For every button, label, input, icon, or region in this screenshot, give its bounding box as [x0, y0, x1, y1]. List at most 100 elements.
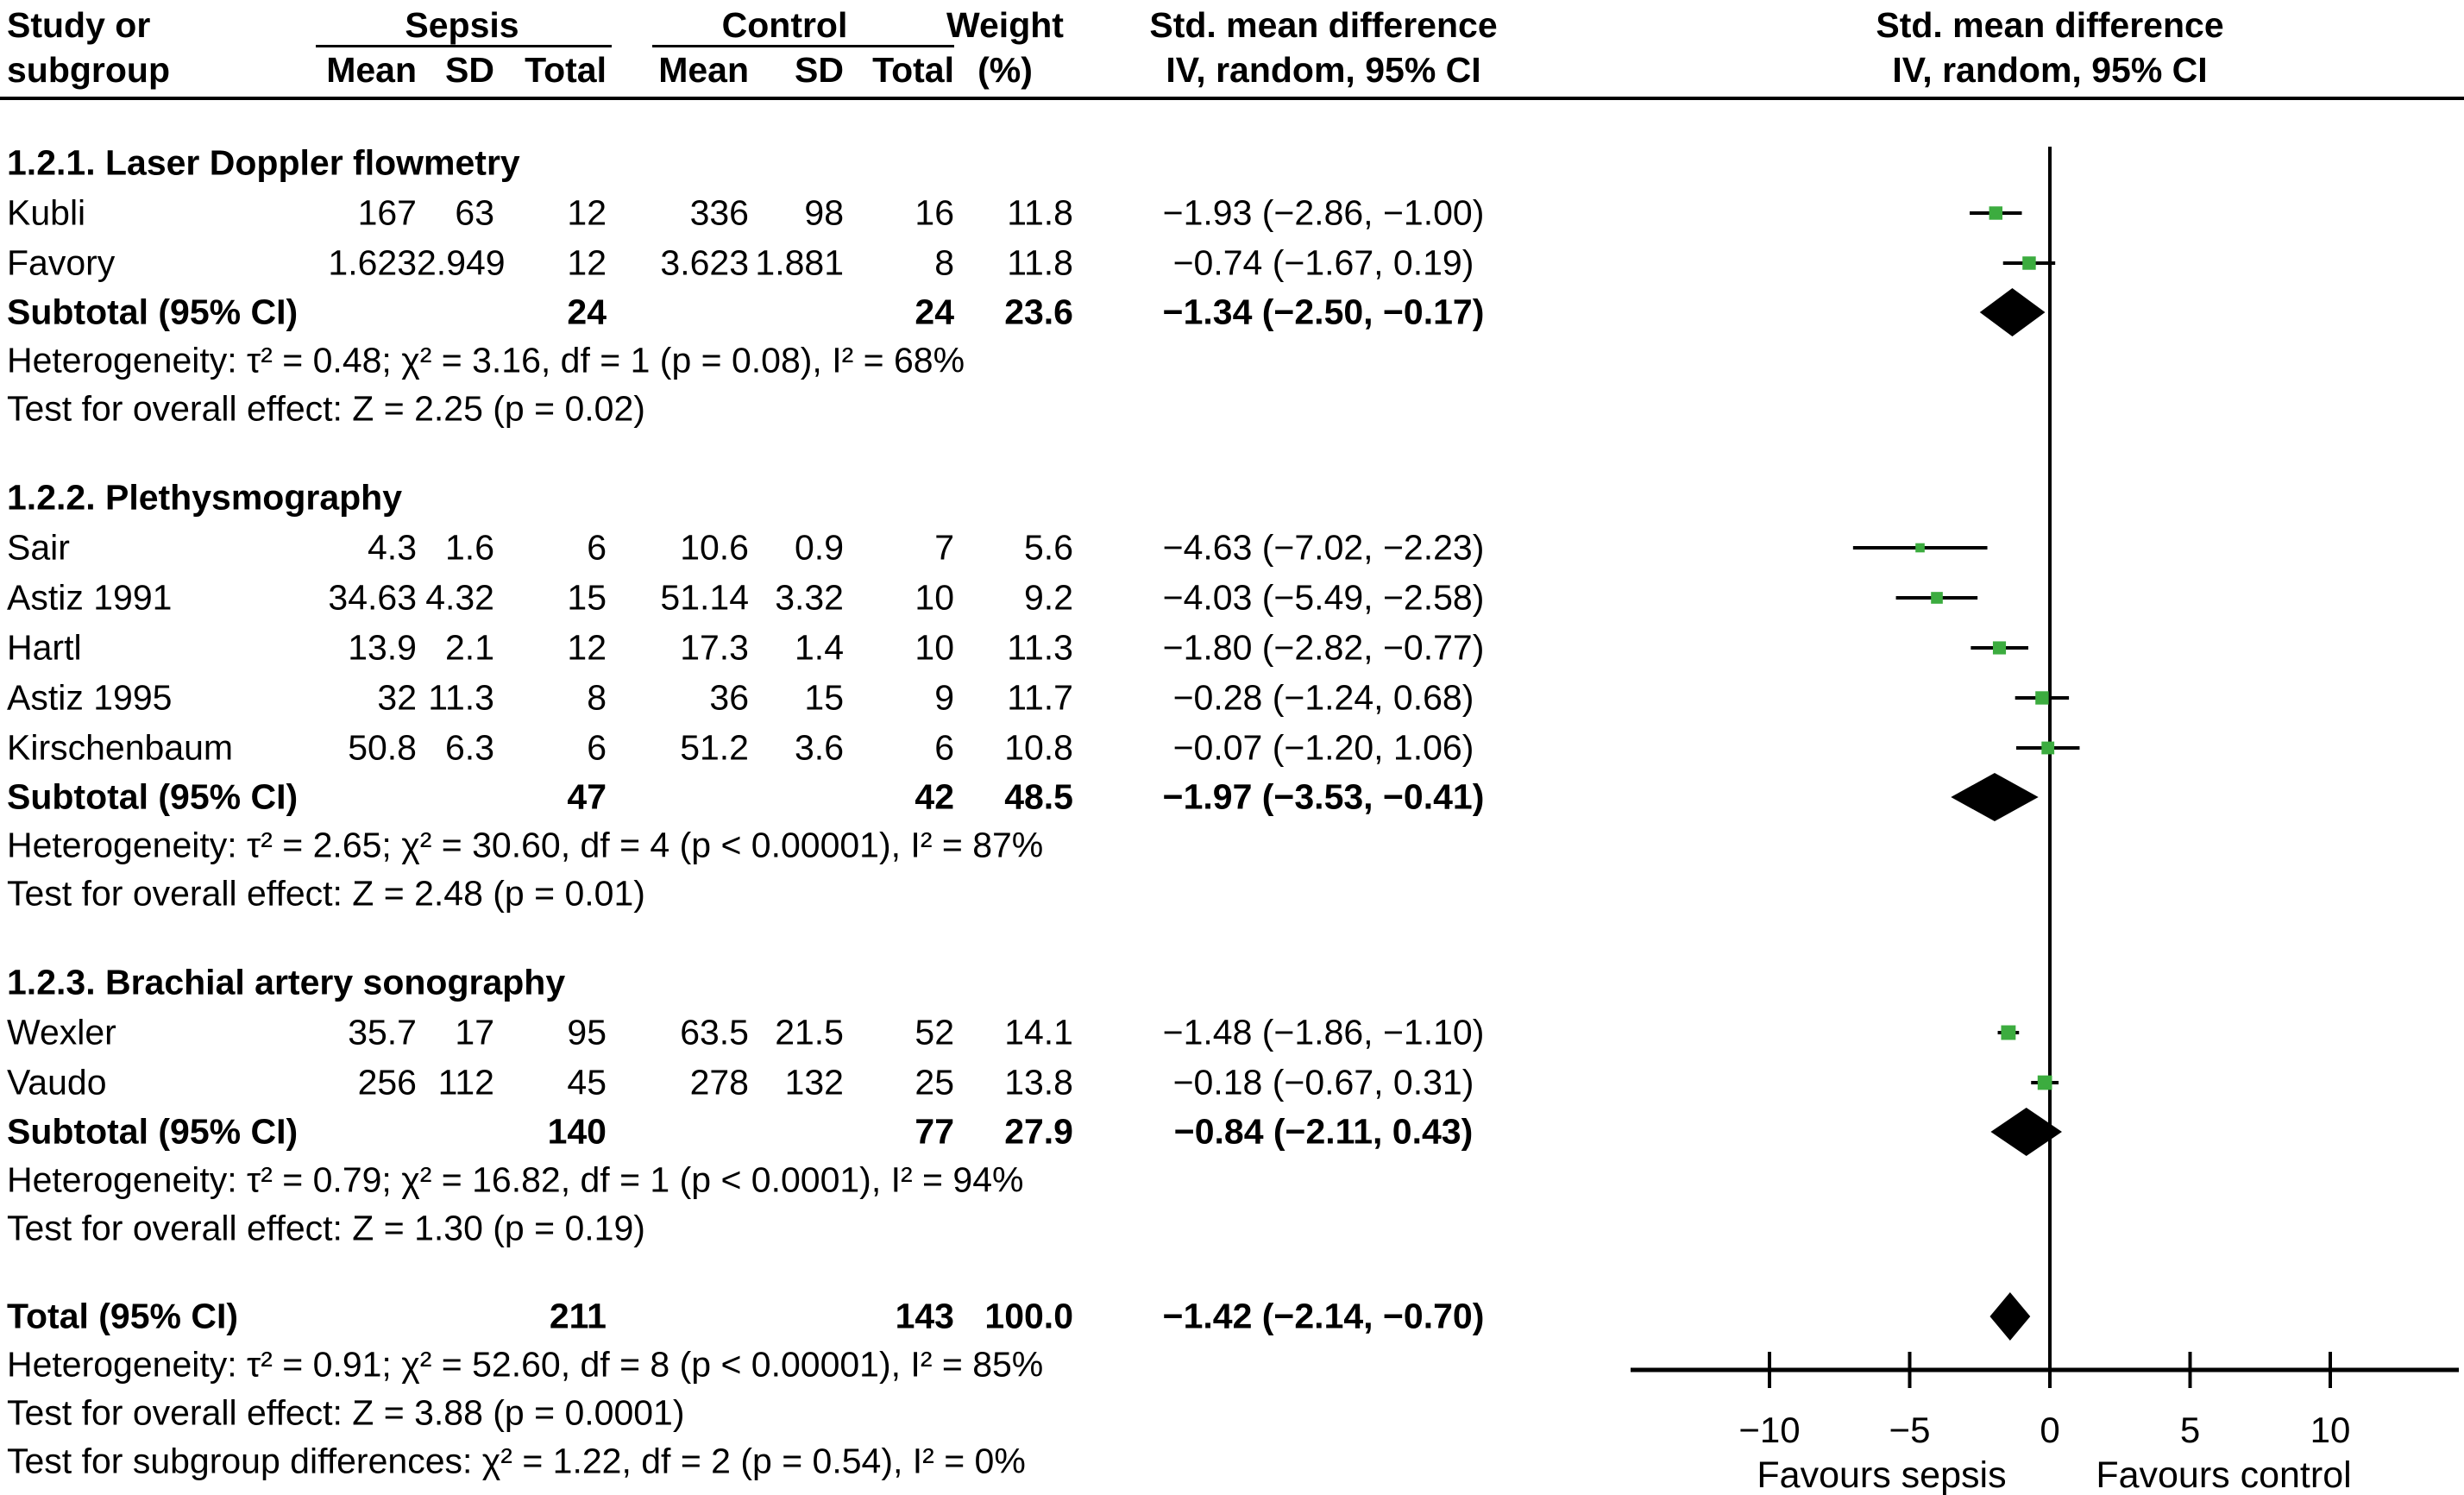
subgroup-heading: 1.2.3. Brachial artery sonography: [7, 962, 566, 1002]
header-study-line1: Study or: [7, 5, 151, 45]
blank-row: [0, 918, 2464, 958]
pooled-label: Subtotal (95% CI): [7, 1111, 299, 1152]
header-control-total: Total: [872, 50, 954, 90]
sepsis-total: 95: [567, 1012, 607, 1052]
weight-value: 100.0: [984, 1296, 1073, 1336]
header-smd-plot-line2: IV, random, 95% CI: [1892, 50, 2208, 90]
sepsis-total: 47: [567, 776, 607, 817]
subgroup-heading: 1.2.1. Laser Doppler flowmetry: [7, 142, 520, 183]
control-mean: 336: [689, 192, 749, 233]
sepsis-sd: 63: [455, 192, 494, 233]
stat-text: Test for overall effect: Z = 2.48 (p = 0…: [7, 873, 645, 914]
sepsis-sd: 4.32: [425, 577, 494, 618]
sepsis-sd: 2.1: [445, 627, 494, 668]
study-row: Vaudo 256 112 45 278 132 25 13.8 −0.18 (−0.67, 0…: [0, 1058, 2464, 1108]
sepsis-mean: 35.7: [348, 1012, 417, 1052]
ci-text: −0.84 (−2.11, 0.43): [1173, 1111, 1474, 1152]
ci-text: −0.18 (−0.67, 0.31): [1172, 1062, 1474, 1102]
stat-text: Test for overall effect: Z = 3.88 (p = 0…: [7, 1392, 685, 1433]
control-sd: 21.5: [775, 1012, 844, 1052]
sepsis-total: 12: [567, 627, 607, 668]
study-name: Astiz 1995: [7, 677, 173, 718]
overall-effect-row: Test for overall effect: Z = 1.30 (p = 0…: [0, 1204, 2464, 1253]
study-row: Sair 4.3 1.6 6 10.6 0.9 7 5.6 −4.63 (−7.02, −2.2…: [0, 523, 2464, 573]
stat-text: Heterogeneity: τ² = 0.79; χ² = 16.82, df…: [7, 1159, 1024, 1200]
weight-value: 23.6: [1004, 292, 1073, 332]
control-total: 42: [915, 776, 954, 817]
sepsis-mean: 13.9: [348, 627, 417, 668]
subgroup-heading-row: 1.2.2. Plethysmography: [0, 473, 2464, 523]
control-mean: 17.3: [680, 627, 749, 668]
study-name: Vaudo: [7, 1062, 107, 1102]
sepsis-mean: 50.8: [348, 727, 417, 768]
control-underline: [652, 45, 954, 47]
ci-text: −0.28 (−1.24, 0.68): [1172, 677, 1474, 718]
weight-value: 9.2: [1024, 577, 1073, 618]
control-sd: 132: [784, 1062, 844, 1102]
control-mean: 10.6: [680, 527, 749, 568]
header-sepsis-sd: SD: [445, 50, 494, 90]
sepsis-sd: 112: [437, 1062, 494, 1102]
spacer-row: [0, 100, 2464, 138]
ci-text: −1.42 (−2.14, −0.70): [1162, 1296, 1485, 1336]
weight-value: 11.8: [1007, 242, 1073, 283]
sepsis-sd: 17: [455, 1012, 494, 1052]
control-sd: 1.881: [755, 242, 844, 283]
sepsis-total: 15: [567, 577, 607, 618]
control-sd: 0.9: [795, 527, 844, 568]
sepsis-total: 12: [567, 192, 607, 233]
sepsis-underline: [316, 45, 612, 47]
pooled-label: Subtotal (95% CI): [7, 776, 299, 817]
subgroup-heading-row: 1.2.1. Laser Doppler flowmetry: [0, 138, 2464, 188]
header-smd-text-line1: Std. mean difference: [1149, 5, 1498, 45]
sepsis-total: 45: [567, 1062, 607, 1102]
study-row: Wexler 35.7 17 95 63.5 21.5 52 14.1 −1.48 (−1.86…: [0, 1008, 2464, 1058]
table-body: 1.2.1. Laser Doppler flowmetry Kubli 167 63…: [0, 100, 2464, 1486]
control-total: 8: [934, 242, 954, 283]
study-row: Hartl 13.9 2.1 12 17.3 1.4 10 11.3 −1.80 (−2.82,…: [0, 623, 2464, 673]
study-row: Kirschenbaum 50.8 6.3 6 51.2 3.6 6 10.8 −0.07 (−…: [0, 723, 2464, 773]
sepsis-mean: 1.623: [328, 242, 417, 283]
sepsis-total: 211: [549, 1296, 607, 1336]
ci-text: −0.74 (−1.67, 0.19): [1172, 242, 1474, 283]
ci-text: −1.48 (−1.86, −1.10): [1162, 1012, 1485, 1052]
study-name: Astiz 1991: [7, 577, 173, 618]
stat-text: Heterogeneity: τ² = 2.65; χ² = 30.60, df…: [7, 825, 1044, 865]
control-total: 24: [915, 292, 954, 332]
sepsis-sd: 2.949: [417, 242, 506, 283]
heterogeneity-row: Heterogeneity: τ² = 2.65; χ² = 30.60, df…: [0, 821, 2464, 870]
control-mean: 51.2: [680, 727, 749, 768]
sepsis-total: 8: [587, 677, 607, 718]
ci-text: −4.03 (−5.49, −2.58): [1162, 577, 1485, 618]
ci-text: −4.63 (−7.02, −2.23): [1162, 527, 1485, 568]
subgroup-heading-row: 1.2.3. Brachial artery sonography: [0, 958, 2464, 1008]
sepsis-sd: 11.3: [428, 677, 494, 718]
header-weight-line2: (%): [977, 50, 1033, 90]
sepsis-mean: 34.63: [328, 577, 417, 618]
weight-value: 27.9: [1004, 1111, 1073, 1152]
blank-row: [0, 433, 2464, 473]
ci-text: −1.34 (−2.50, −0.17): [1162, 292, 1485, 332]
control-sd: 15: [804, 677, 844, 718]
study-name: Favory: [7, 242, 116, 283]
header-smd-text-line2: IV, random, 95% CI: [1166, 50, 1481, 90]
sepsis-mean: 256: [357, 1062, 417, 1102]
sepsis-sd: 6.3: [445, 727, 494, 768]
heterogeneity-row: Heterogeneity: τ² = 0.79; χ² = 16.82, df…: [0, 1156, 2464, 1204]
study-row: Favory 1.623 2.949 12 3.623 1.881 8 11.8 −0.74 (…: [0, 238, 2464, 288]
study-row: Astiz 1995 32 11.3 8 36 15 9 11.7 −0.28 (−1.24, …: [0, 673, 2464, 723]
header-smd-plot-line1: Std. mean difference: [1876, 5, 2224, 45]
heterogeneity-row: Heterogeneity: τ² = 0.91; χ² = 52.60, df…: [0, 1341, 2464, 1389]
weight-value: 11.7: [1007, 677, 1073, 718]
header-sepsis-total: Total: [525, 50, 607, 90]
weight-value: 13.8: [1004, 1062, 1073, 1102]
weight-value: 11.3: [1007, 627, 1073, 668]
ci-text: −1.80 (−2.82, −0.77): [1162, 627, 1485, 668]
control-total: 10: [915, 627, 954, 668]
sepsis-mean: 4.3: [368, 527, 417, 568]
sepsis-total: 140: [547, 1111, 607, 1152]
control-mean: 278: [689, 1062, 749, 1102]
overall-effect-row: Test for overall effect: Z = 2.48 (p = 0…: [0, 870, 2464, 918]
blank-row: [0, 1253, 2464, 1292]
subtotal-row: Subtotal (95% CI) 24 24 23.6 −1.34 (−2.50, −…: [0, 288, 2464, 336]
